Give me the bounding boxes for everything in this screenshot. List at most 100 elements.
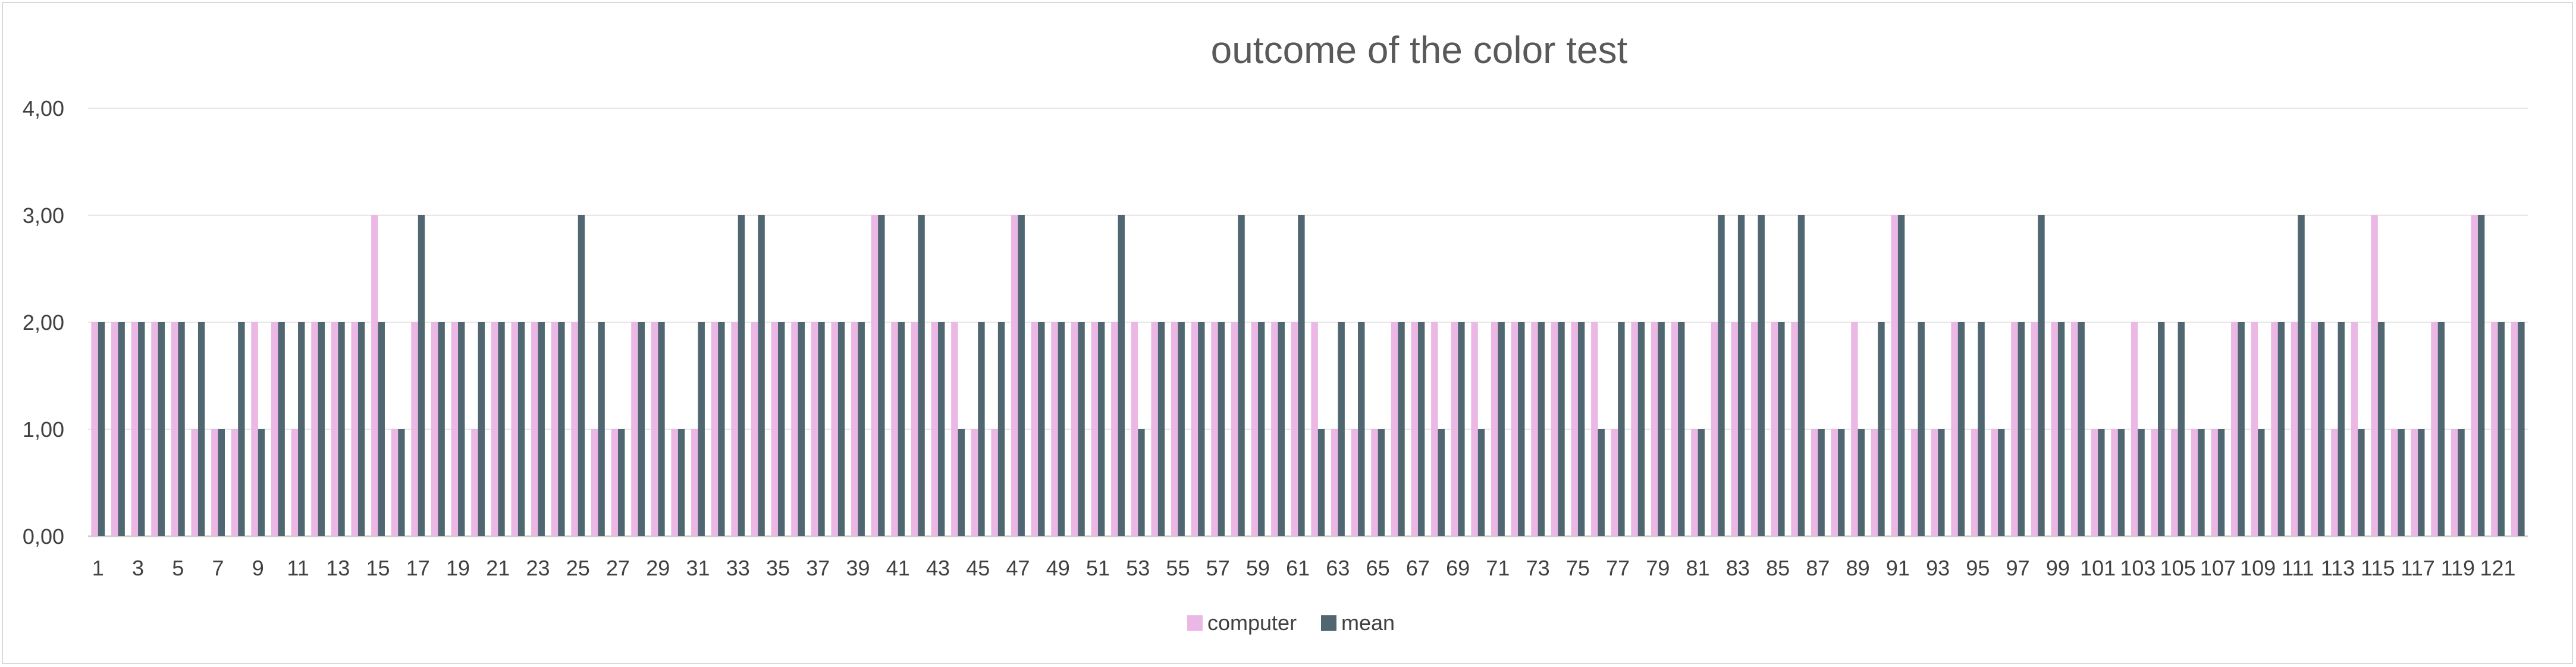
x-tick-label: 77	[1606, 556, 1630, 580]
bar-computer-15	[371, 215, 378, 536]
bar-mean-34	[758, 215, 765, 536]
bar-mean-31	[698, 322, 705, 536]
x-tick-label: 37	[806, 556, 830, 580]
bar-mean-13	[338, 322, 345, 536]
bar-computer-41	[891, 322, 898, 536]
x-tick-label: 9	[252, 556, 264, 580]
bar-computer-25	[571, 322, 578, 536]
x-tick-label: 121	[2480, 556, 2516, 580]
bar-computer-60	[1271, 322, 1278, 536]
bar-computer-19	[451, 322, 459, 536]
x-tick-label: 73	[1526, 556, 1550, 580]
bar-mean-6	[197, 322, 205, 536]
bar-mean-118	[2437, 322, 2445, 536]
x-tick-label: 119	[2441, 556, 2475, 580]
bar-computer-76	[1591, 322, 1598, 536]
x-tick-label: 55	[1166, 556, 1190, 580]
bar-computer-5	[171, 322, 178, 536]
bar-computer-69	[1451, 322, 1458, 536]
x-tick-label: 95	[1966, 556, 1990, 580]
bar-computer-53	[1131, 322, 1138, 536]
bar-computer-34	[751, 322, 758, 536]
bar-mean-104	[2157, 322, 2165, 536]
bar-mean-92	[1918, 322, 1925, 536]
bar-computer-44	[951, 322, 958, 536]
x-axis-tick-labels: 1 3 5 7 9 11 13 15 17 19 21 23 25 27 29 31 33 35 37 39 41 43 4…	[92, 556, 2516, 580]
bar-mean-88	[1838, 429, 1845, 536]
bar-mean-76	[1598, 429, 1605, 536]
bar-computer-22	[511, 322, 518, 536]
bar-mean-57	[1218, 322, 1225, 536]
bar-mean-85	[1778, 322, 1785, 536]
bars	[91, 215, 2525, 536]
bar-computer-52	[1111, 322, 1118, 536]
x-tick-label: 49	[1046, 556, 1070, 580]
bar-mean-55	[1178, 322, 1185, 536]
bar-mean-84	[1758, 215, 1765, 536]
bar-mean-75	[1577, 322, 1585, 536]
x-tick-label: 57	[1206, 556, 1230, 580]
x-tick-label: 87	[1806, 556, 1830, 580]
bar-computer-29	[651, 322, 658, 536]
bar-mean-67	[1417, 322, 1425, 536]
x-tick-label: 65	[1366, 556, 1390, 580]
bar-mean-27	[618, 429, 625, 536]
bar-mean-121	[2497, 322, 2505, 536]
bar-mean-4	[158, 322, 165, 536]
bar-mean-58	[1238, 215, 1245, 536]
bar-computer-73	[1531, 322, 1538, 536]
bar-mean-117	[2418, 429, 2425, 536]
bar-computer-115	[2371, 215, 2378, 536]
bar-mean-64	[1358, 322, 1365, 536]
bar-computer-119	[2451, 429, 2458, 536]
bar-mean-105	[2177, 322, 2185, 536]
bar-computer-43	[931, 322, 938, 536]
bar-computer-117	[2411, 429, 2418, 536]
bar-computer-59	[1251, 322, 1258, 536]
bar-computer-13	[331, 322, 338, 536]
bar-computer-67	[1411, 322, 1418, 536]
bar-mean-14	[357, 322, 365, 536]
bar-computer-120	[2471, 215, 2478, 536]
x-tick-label: 35	[766, 556, 790, 580]
y-axis-tick-labels: 0,00 1,00 2,00 3,00 4,00	[23, 96, 64, 549]
bar-mean-59	[1257, 322, 1265, 536]
x-tick-label: 45	[966, 556, 990, 580]
bar-mean-63	[1338, 322, 1345, 536]
bar-mean-28	[638, 322, 645, 536]
bar-computer-79	[1651, 322, 1658, 536]
bar-mean-101	[2098, 429, 2105, 536]
bar-mean-65	[1378, 429, 1385, 536]
bar-mean-90	[1878, 322, 1885, 536]
bar-mean-82	[1718, 215, 1725, 536]
x-tick-label: 41	[886, 556, 910, 580]
bar-computer-103	[2131, 322, 2138, 536]
x-tick-label: 53	[1126, 556, 1150, 580]
bar-computer-2	[111, 322, 118, 536]
x-tick-label: 33	[726, 556, 750, 580]
bar-computer-6	[191, 429, 198, 536]
bar-computer-1	[91, 322, 98, 536]
x-tick-label: 17	[406, 556, 430, 580]
bar-mean-32	[718, 322, 725, 536]
bar-mean-109	[2258, 429, 2265, 536]
bar-computer-58	[1231, 322, 1238, 536]
bar-mean-112	[2317, 322, 2325, 536]
bar-computer-95	[1971, 429, 1978, 536]
x-tick-label: 25	[566, 556, 590, 580]
bar-mean-48	[1038, 322, 1045, 536]
bar-mean-87	[1818, 429, 1825, 536]
x-tick-label: 63	[1326, 556, 1350, 580]
bar-mean-19	[458, 322, 465, 536]
bar-mean-52	[1118, 215, 1125, 536]
x-tick-label: 61	[1286, 556, 1310, 580]
bar-mean-73	[1538, 322, 1545, 536]
bar-computer-62	[1311, 322, 1318, 536]
x-tick-label: 117	[2401, 556, 2434, 580]
bar-mean-70	[1477, 429, 1485, 536]
x-tick-label: 5	[172, 556, 184, 580]
bar-computer-37	[811, 322, 818, 536]
x-tick-label: 11	[287, 556, 309, 580]
x-tick-label: 51	[1086, 556, 1110, 580]
